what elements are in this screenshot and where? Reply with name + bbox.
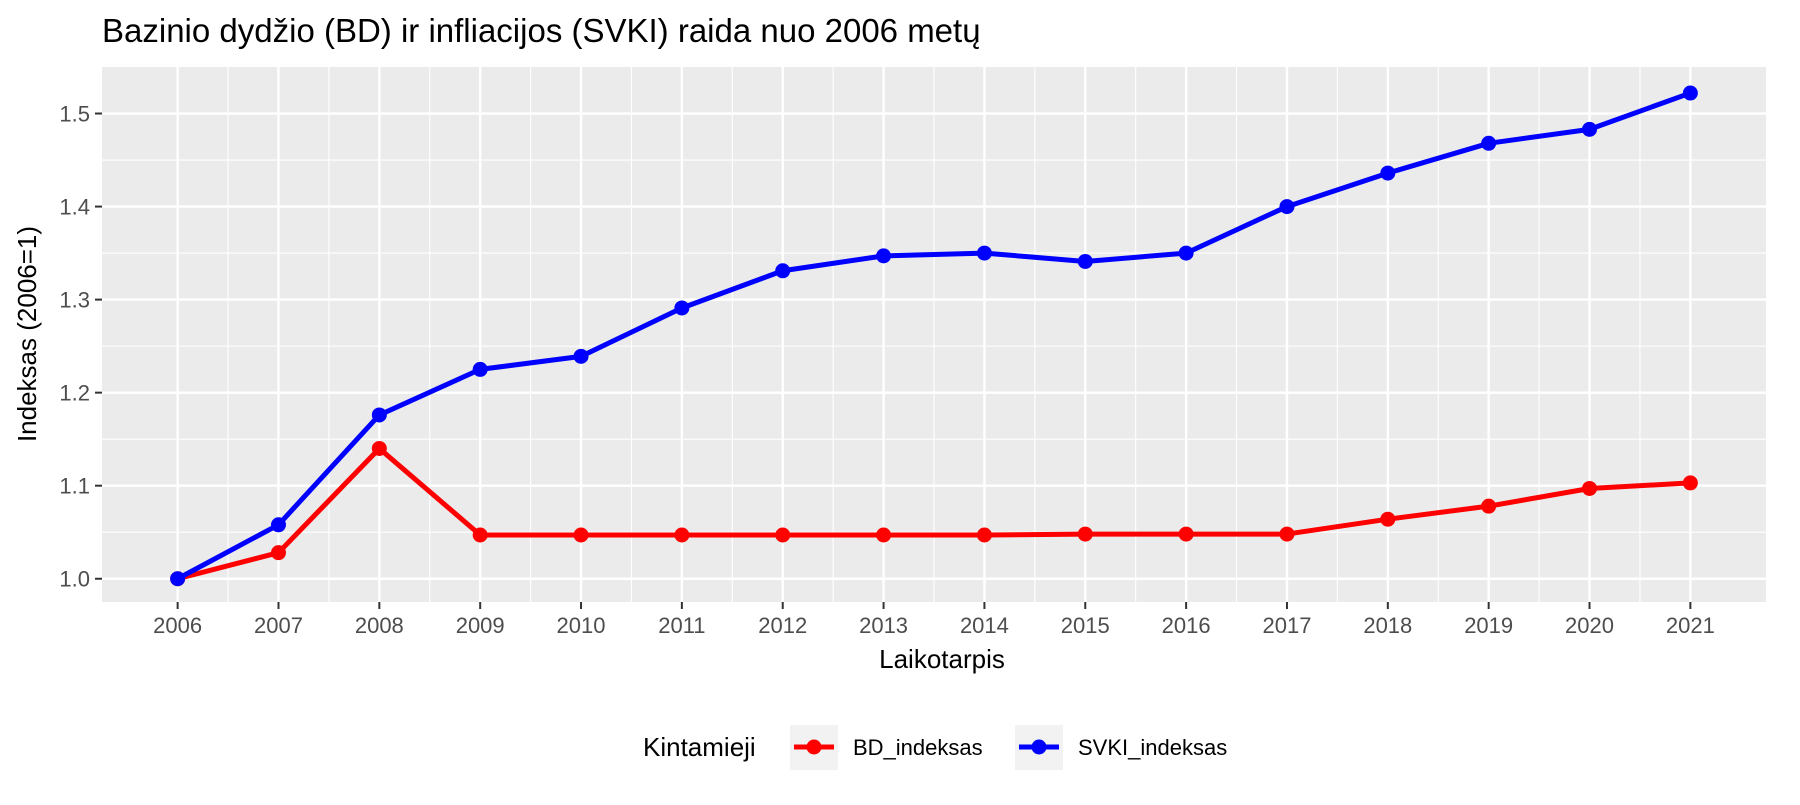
data-point-svki-indeksas [976,245,992,261]
legend-title: Kintamieji [643,732,756,762]
series-line-svki-indeksas [176,90,1692,581]
chart-title: Bazinio dydžio (BD) ir infliacijos (SVKI… [102,12,981,49]
data-point-svki-indeksas [170,571,186,587]
x-tick-label: 2019 [1464,613,1513,638]
data-point-bd-indeksas [876,527,892,543]
data-point-svki-indeksas [1682,85,1698,101]
y-axis: 1.0 1.1 1.2 1.3 1.4 1.5 [59,102,102,592]
x-axis: 2006 2007 2008 2009 2010 2011 2012 2013 2014 2015… [153,602,1715,638]
y-tick-label: 1.1 [59,474,90,499]
data-point-bd-indeksas [1178,526,1194,542]
legend-key-point [1031,739,1047,755]
data-point-bd-indeksas [1077,526,1093,542]
y-tick-label: 1.4 [59,195,90,220]
legend-items: BD_indeksas SVKI_indeksas [790,725,1227,770]
series-svki-indeksas [170,85,1698,587]
x-tick-label: 2021 [1666,613,1715,638]
legend-item-svki-indeksas: SVKI_indeksas [1015,725,1227,770]
x-tick-label: 2009 [456,613,505,638]
x-tick-label: 2012 [758,613,807,638]
legend-label-bd-indeksas: BD_indeksas [853,735,983,760]
x-tick-label: 2006 [153,613,202,638]
x-tick-label: 2015 [1061,613,1110,638]
x-tick-label: 2017 [1262,613,1311,638]
data-point-svki-indeksas [270,517,286,533]
data-point-bd-indeksas [674,527,690,543]
legend-label-svki-indeksas: SVKI_indeksas [1078,735,1227,760]
data-point-bd-indeksas [1279,526,1295,542]
x-tick-label: 2013 [859,613,908,638]
legend-key-point [806,739,822,755]
y-tick-label: 1.0 [59,567,90,592]
x-tick-label: 2011 [658,613,705,638]
data-point-bd-indeksas [270,545,286,561]
data-point-svki-indeksas [876,248,892,264]
y-tick-label: 1.3 [59,288,90,313]
y-axis-title: Indeksas (2006=1) [12,226,42,442]
data-point-bd-indeksas [775,527,791,543]
data-point-bd-indeksas [1682,475,1698,491]
data-point-bd-indeksas [1481,498,1497,514]
x-tick-label: 2016 [1162,613,1211,638]
x-tick-label: 2018 [1363,613,1412,638]
data-point-bd-indeksas [1380,511,1396,527]
data-point-svki-indeksas [1279,199,1295,215]
data-point-svki-indeksas [472,361,488,377]
data-point-svki-indeksas [1380,165,1396,181]
data-point-svki-indeksas [1582,121,1598,137]
series-line-bd-indeksas [177,445,1691,582]
y-tick-label: 1.5 [59,102,90,127]
data-point-svki-indeksas [674,300,690,316]
x-tick-label: 2020 [1565,613,1614,638]
legend-item-bd-indeksas: BD_indeksas [790,725,983,770]
data-point-svki-indeksas [1178,245,1194,261]
data-point-svki-indeksas [371,407,387,423]
data-point-bd-indeksas [472,527,488,543]
data-point-bd-indeksas [976,527,992,543]
data-point-svki-indeksas [1481,135,1497,151]
y-tick-label: 1.2 [59,381,90,406]
data-point-bd-indeksas [573,527,589,543]
data-point-svki-indeksas [1077,253,1093,269]
data-point-bd-indeksas [371,440,387,456]
legend: Kintamieji BD_indeksas SVKI_indeksas [643,725,1227,770]
data-point-svki-indeksas [573,348,589,364]
data-point-bd-indeksas [1582,480,1598,496]
x-tick-label: 2008 [355,613,404,638]
x-tick-label: 2007 [254,613,303,638]
series-layer [170,85,1698,587]
x-tick-label: 2014 [960,613,1009,638]
x-axis-title: Laikotarpis [879,644,1005,674]
major-gridlines [102,67,1766,602]
x-tick-label: 2010 [557,613,606,638]
data-point-svki-indeksas [775,263,791,279]
